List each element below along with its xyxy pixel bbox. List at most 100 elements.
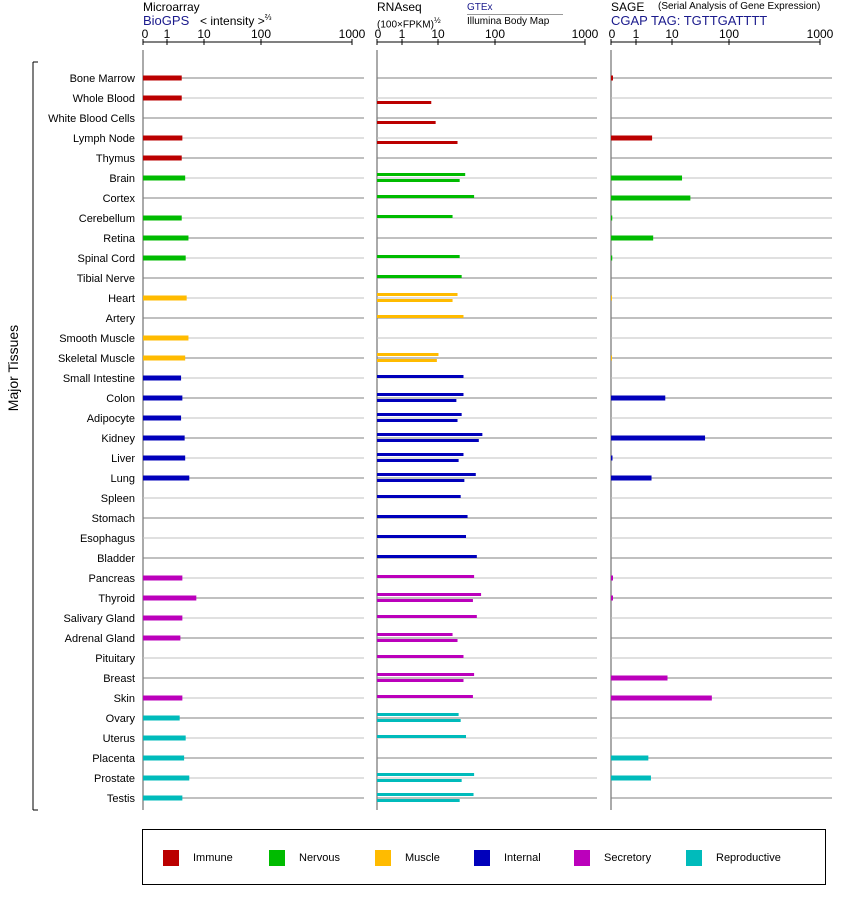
rnaseq-bar [377,793,474,796]
tissue-label: Adrenal Gland [65,633,135,645]
tissue-label: Cerebellum [79,213,135,225]
sage-bar [611,255,613,261]
rnaseq-bar [377,593,482,596]
rnaseq-source-divider [467,14,563,15]
rnaseq-bar [377,299,453,302]
microarray-bar [143,335,189,341]
sage-tick-label: 100 [719,27,739,41]
legend-item-secretory: Secretory [574,850,651,866]
microarray-bar [143,355,186,361]
tissue-label: Pituitary [95,653,135,665]
tissue-label: Uterus [103,733,136,745]
legend-item-reproductive: Reproductive [686,850,781,866]
tissue-label: Salivary Gland [63,613,135,625]
rnaseq-bar [377,101,432,104]
microarray-tick-label: 10 [197,27,211,41]
tissue-label: Ovary [106,713,136,725]
tissue-label: Lymph Node [73,133,135,145]
legend-swatch [686,850,702,866]
rnaseq-title: RNAseq [377,0,422,14]
tissue-label: Esophagus [80,533,136,545]
rnaseq-bar [377,555,477,558]
tissue-label: Cortex [103,193,136,205]
legend-label: Nervous [299,852,340,864]
microarray-bar [143,615,183,621]
microarray-unit-prefix: < intensity > [200,14,265,28]
sage-bar [611,195,691,201]
sage-bar [611,175,683,181]
legend-label: Internal [504,852,541,864]
rnaseq-bar [377,353,439,356]
rnaseq-bar [377,195,475,198]
tissue-label: Heart [108,293,135,305]
sage-subtitle: (Serial Analysis of Gene Expression) [658,1,821,12]
microarray-tick-label: 100 [251,27,271,41]
tissue-label: Whole Blood [73,93,135,105]
rnaseq-bar [377,575,475,578]
microarray-bar [143,475,190,481]
rnaseq-bar [377,121,436,124]
tissue-label: Thyroid [98,593,135,605]
legend-item-muscle: Muscle [375,850,440,866]
microarray-bar [143,695,183,701]
sage-bar [611,575,613,581]
rnaseq-bar [377,419,458,422]
tissue-label: Testis [107,793,136,805]
microarray-bar [143,375,182,381]
microarray-bar [143,755,185,761]
rnaseq-bar [377,275,462,278]
rnaseq-bar [377,779,462,782]
sage-tick-label: 1 [633,27,640,41]
tissue-label: Kidney [101,433,135,445]
sage-bar [611,435,706,441]
microarray-bar [143,715,180,721]
rnaseq-bar [377,673,475,676]
rnaseq-tick-label: 1 [399,27,406,41]
microarray-bar [143,775,190,781]
sage-bar [611,355,612,361]
rnaseq-unit-prefix: (100×FPKM) [377,19,434,31]
rnaseq-tick-label: 10 [431,27,445,41]
tissue-label: Pancreas [89,573,136,585]
rnaseq-bar [377,293,458,296]
tissue-label: Skin [114,693,135,705]
rnaseq-bar [377,473,476,476]
rnaseq-bar [377,439,479,442]
microarray-bar [143,175,186,181]
microarray-bar [143,735,186,741]
legend-item-immune: Immune [163,850,233,866]
sage-bar [611,755,649,761]
microarray-title: Microarray [143,0,200,14]
tissue-label: Thymus [96,153,136,165]
rnaseq-bar [377,655,464,658]
microarray-bar [143,295,187,301]
legend-swatch [574,850,590,866]
legend-item-nervous: Nervous [269,850,340,866]
sage-bar [611,215,613,221]
sage-tick-label: 10 [665,27,679,41]
microarray-bar [143,415,182,421]
sage-bar [611,695,712,701]
sage-bar [611,595,613,601]
tissue-label: Small Intestine [63,373,135,385]
rnaseq-bar [377,695,473,698]
microarray-tick-label: 0 [142,27,149,41]
rnaseq-bar [377,515,468,518]
side-label: Major Tissues [5,324,21,412]
rnaseq-bar [377,433,483,436]
microarray-bar [143,155,182,161]
rnaseq-bar [377,713,459,716]
rnaseq-bar [377,179,460,182]
microarray-bar [143,395,183,401]
tissue-label: Adipocyte [87,413,135,425]
sage-bar [611,675,668,681]
rnaseq-bar [377,599,473,602]
legend-label: Reproductive [716,852,781,864]
microarray-bar [143,135,183,141]
microarray-bar [143,795,183,801]
sage-bar [611,135,653,141]
rnaseq-bar [377,633,453,636]
rnaseq-bar [377,359,437,362]
rnaseq-unit-exp: ½ [433,16,441,25]
tissue-label: Bladder [97,553,135,565]
